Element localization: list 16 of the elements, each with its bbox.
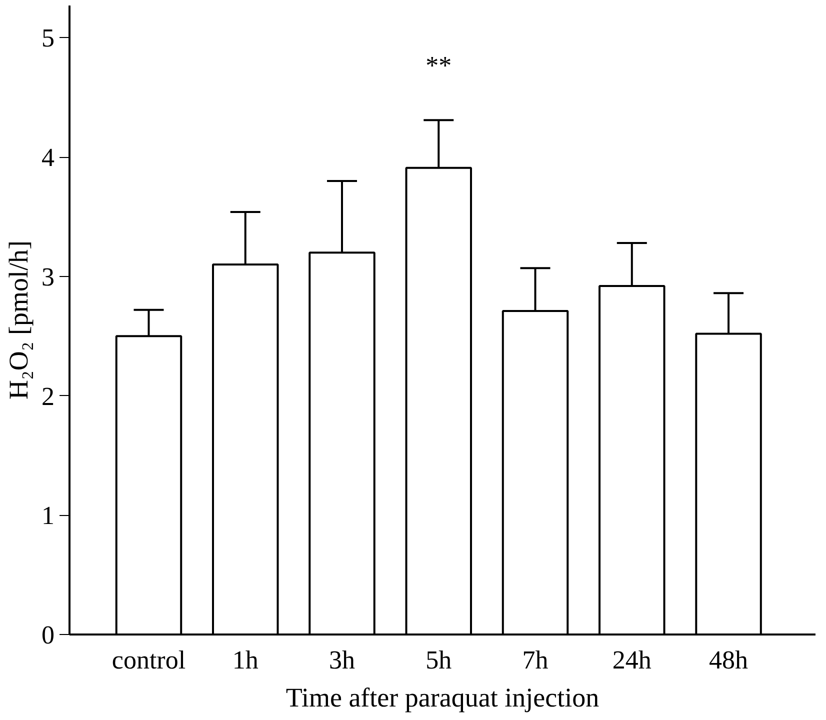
y-tick-label: 0 (42, 620, 54, 650)
y-tick-label: 1 (42, 501, 54, 530)
y-tick-label: 3 (42, 262, 54, 292)
x-axis-title: Time after paraquat injection (286, 682, 600, 712)
x-tick-label: 48h (709, 646, 748, 674)
x-tick-label: 24h (612, 646, 652, 674)
x-tick-label: control (112, 646, 186, 674)
x-tick-label: 3h (329, 646, 356, 674)
y-tick-label: 4 (42, 143, 54, 172)
x-tick-label: 7h (522, 646, 548, 674)
x-tick-label: 5h (426, 646, 452, 674)
x-tick-label: 1h (232, 646, 258, 674)
y-axis-title: H₂O₂ [pmol/h] (4, 240, 34, 400)
y-tick-label: 5 (42, 24, 54, 53)
y-tick-label: 2 (42, 382, 54, 411)
annotation: ** (426, 51, 452, 80)
